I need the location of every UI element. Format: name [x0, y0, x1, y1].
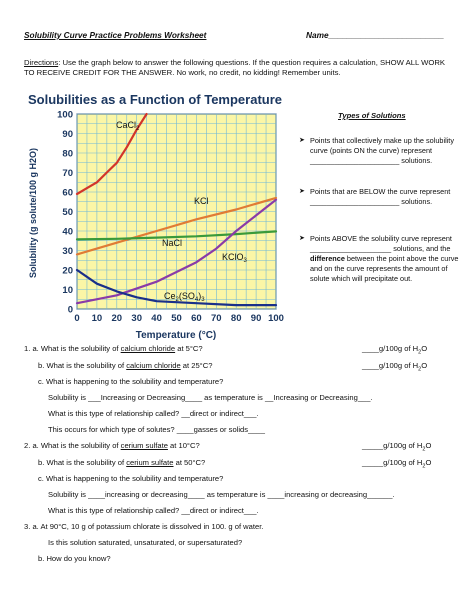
series-line-ce2so43 — [75, 268, 278, 307]
question-3a-ask: Is this solution saturated, unsaturated,… — [48, 538, 243, 547]
y-axis-label: Solubility (g solute/100 g H2O) — [28, 148, 38, 278]
question-2c-relationship[interactable]: What is this type of relationship called… — [48, 506, 259, 515]
question-1c-solubility[interactable]: Solubility is ___Increasing or Decreasin… — [48, 393, 373, 402]
answer-blank-1b[interactable]: ____g/100g of H2O — [362, 361, 428, 373]
label-nacl: NaCl — [162, 238, 182, 248]
y-tick-label: 80 — [62, 149, 73, 160]
answer-blank-2a[interactable]: _____g/100g of H2O — [362, 441, 432, 453]
y-tick-label: 10 — [62, 285, 73, 296]
answer-blank-1a[interactable]: ____g/100g of H2O — [362, 344, 428, 356]
y-tick-label: 30 — [62, 246, 73, 257]
y-tick-label: 90 — [62, 129, 73, 140]
x-tick-label: 90 — [251, 313, 262, 324]
y-tick-label: 0 — [68, 305, 73, 316]
x-tick-label: 20 — [112, 313, 123, 324]
x-tick-label: 30 — [131, 313, 142, 324]
label-kcl: KCl — [194, 196, 209, 206]
x-tick-label: 100 — [268, 313, 284, 324]
x-tick-label: 50 — [171, 313, 182, 324]
difference-word: difference — [310, 254, 345, 263]
question-2a: 2. a. What is the solubility of cerium s… — [24, 441, 200, 450]
y-tick-label: 60 — [62, 188, 73, 199]
directions: Directions: Use the graph below to answe… — [24, 58, 454, 78]
types-item-text: Points ABOVE the solubility curve repres… — [310, 234, 459, 283]
x-tick-label: 10 — [92, 313, 103, 324]
directions-label: Directions — [24, 58, 59, 67]
x-tick-label: 60 — [191, 313, 202, 324]
question-2c-solubility[interactable]: Solubility is ____increasing or decreasi… — [48, 490, 395, 499]
question-2b: b. What is the solubility of cerium sulf… — [38, 458, 206, 467]
solubility-chart: Solubilities as a Function of Temperatur… — [24, 89, 286, 341]
y-tick-label: 70 — [62, 168, 73, 179]
x-tick-label: 0 — [74, 313, 79, 324]
y-tick-label: 40 — [62, 227, 73, 238]
question-1c-solutes[interactable]: This occurs for which type of solutes? _… — [48, 425, 265, 434]
series-line-kcl — [75, 196, 278, 256]
question-3a: 3. a. At 90°C, 10 g of potassium chlorat… — [24, 522, 264, 531]
types-item-text: Points that are BELOW the curve represen… — [310, 187, 451, 206]
question-1b: b. What is the solubility of calcium chl… — [38, 361, 213, 370]
x-tick-label: 80 — [231, 313, 242, 324]
chart-title: Solubilities as a Function of Temperatur… — [28, 92, 282, 107]
x-tick-label: 70 — [211, 313, 222, 324]
series-line-nacl — [75, 230, 278, 241]
types-item-on-curve: ➤ Points that collectively make up the s… — [299, 136, 459, 166]
label-kclo3: KClO3 — [222, 252, 248, 264]
y-tick-label: 50 — [62, 207, 73, 218]
y-tick-label: 100 — [57, 110, 73, 121]
directions-text: : Use the graph below to answer the foll… — [24, 58, 446, 77]
x-axis-label: Temperature (°C) — [136, 330, 217, 341]
types-item-below-curve: ➤ Points that are BELOW the curve repres… — [299, 187, 459, 207]
label-cacl2: CaCl2 — [116, 120, 140, 132]
question-3b: b. How do you know? — [38, 554, 111, 563]
question-2c: c. What is happening to the solubility a… — [38, 474, 224, 483]
types-item-text: Points that collectively make up the sol… — [310, 136, 454, 165]
y-tick-label: 20 — [62, 266, 73, 277]
name-field[interactable]: Name_________________________ — [306, 30, 444, 40]
arrow-bullet-icon: ➤ — [299, 235, 305, 242]
series-line-cacl2 — [75, 112, 148, 196]
types-item-above-curve: ➤ Points ABOVE the solubility curve repr… — [299, 234, 459, 284]
answer-blank-2b[interactable]: _____g/100g of H2O — [362, 458, 432, 470]
types-of-solutions-title: Types of Solutions — [338, 111, 406, 120]
arrow-bullet-icon: ➤ — [299, 137, 305, 144]
worksheet-title: Solubility Curve Practice Problems Works… — [24, 30, 207, 40]
question-1a: 1. a. What is the solubility of calcium … — [24, 344, 203, 353]
question-1c: c. What is happening to the solubility a… — [38, 377, 224, 386]
question-1c-relationship[interactable]: What is this type of relationship called… — [48, 409, 259, 418]
label-ce2so43: Ce2(SO4)3 — [164, 291, 205, 303]
solubility-chart-svg: Solubilities as a Function of Temperatur… — [28, 92, 284, 341]
arrow-bullet-icon: ➤ — [299, 188, 305, 195]
x-tick-label: 40 — [151, 313, 162, 324]
